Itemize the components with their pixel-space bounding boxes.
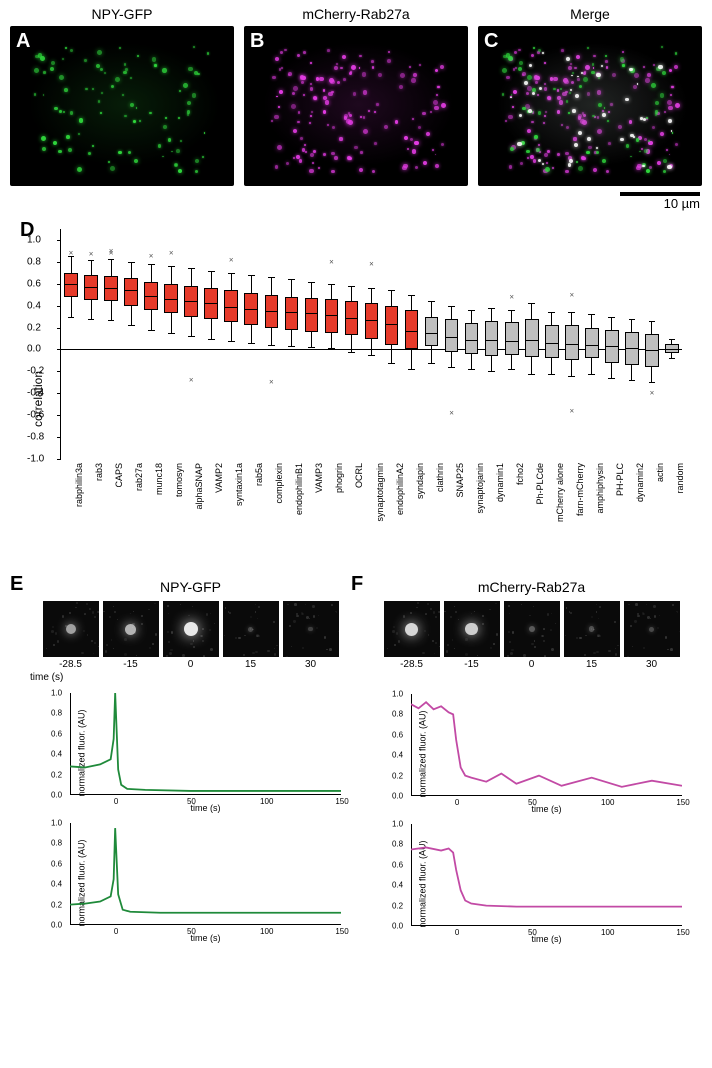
- panel-e-title: NPY-GFP: [30, 579, 351, 595]
- panel-d: D correlation -1.0-0.8-0.6-0.4-0.20.00.2…: [60, 229, 682, 569]
- trace-svg: [411, 694, 682, 796]
- panel-d-chart: -1.0-0.8-0.6-0.4-0.20.00.20.40.60.81.0×r…: [60, 229, 682, 459]
- panel-e-thumbs: [30, 601, 351, 657]
- panel-e-time-axis-label: time (s): [30, 672, 351, 683]
- trace-svg: [411, 824, 682, 926]
- panel-e-trace2: normalized fluor. (AU) 0501001500.00.20.…: [70, 823, 341, 943]
- panel-e-trace1: normalized fluor. (AU) 0501001500.00.20.…: [70, 693, 341, 813]
- panel-b-wrap: mCherry-Rab27a B: [244, 6, 468, 186]
- panel-c: C: [478, 26, 702, 186]
- ef-row: E NPY-GFP -28.5-1501530 time (s) normali…: [0, 569, 712, 944]
- panel-f-letter: F: [351, 573, 363, 596]
- panel-a-wrap: NPY-GFP A: [10, 6, 234, 186]
- trace-xlabel: time (s): [70, 803, 341, 813]
- panel-f-trace2: normalized fluor. (AU) 0501001500.00.20.…: [411, 824, 682, 944]
- trace-xlabel: time (s): [411, 804, 682, 814]
- panel-f-title: mCherry-Rab27a: [371, 579, 692, 595]
- panel-e: E NPY-GFP -28.5-1501530 time (s) normali…: [30, 579, 351, 944]
- trace-svg: [70, 823, 341, 925]
- trace-xlabel: time (s): [70, 933, 341, 943]
- scalebar-row: [0, 186, 712, 196]
- panel-c-title: Merge: [478, 6, 702, 22]
- panel-a-title: NPY-GFP: [10, 6, 234, 22]
- top-micrograph-row: NPY-GFP A mCherry-Rab27a B Merge C: [0, 0, 712, 186]
- panel-a: A: [10, 26, 234, 186]
- panel-e-letter: E: [10, 573, 23, 596]
- panel-f-thumbs: [371, 601, 692, 657]
- scalebar-label: 10 µm: [0, 196, 712, 211]
- panel-c-wrap: Merge C: [478, 6, 702, 186]
- panel-b: B: [244, 26, 468, 186]
- panel-b-title: mCherry-Rab27a: [244, 6, 468, 22]
- panel-f-trace1: normalized fluor. (AU) 0501001500.00.20.…: [411, 694, 682, 814]
- spacer: [371, 670, 692, 684]
- trace-svg: [70, 693, 341, 795]
- trace-xlabel: time (s): [411, 934, 682, 944]
- panel-f-thumb-times: -28.5-1501530: [371, 659, 692, 670]
- panel-e-thumb-times: -28.5-1501530: [30, 659, 351, 670]
- panel-f: F mCherry-Rab27a -28.5-1501530 normalize…: [371, 579, 692, 944]
